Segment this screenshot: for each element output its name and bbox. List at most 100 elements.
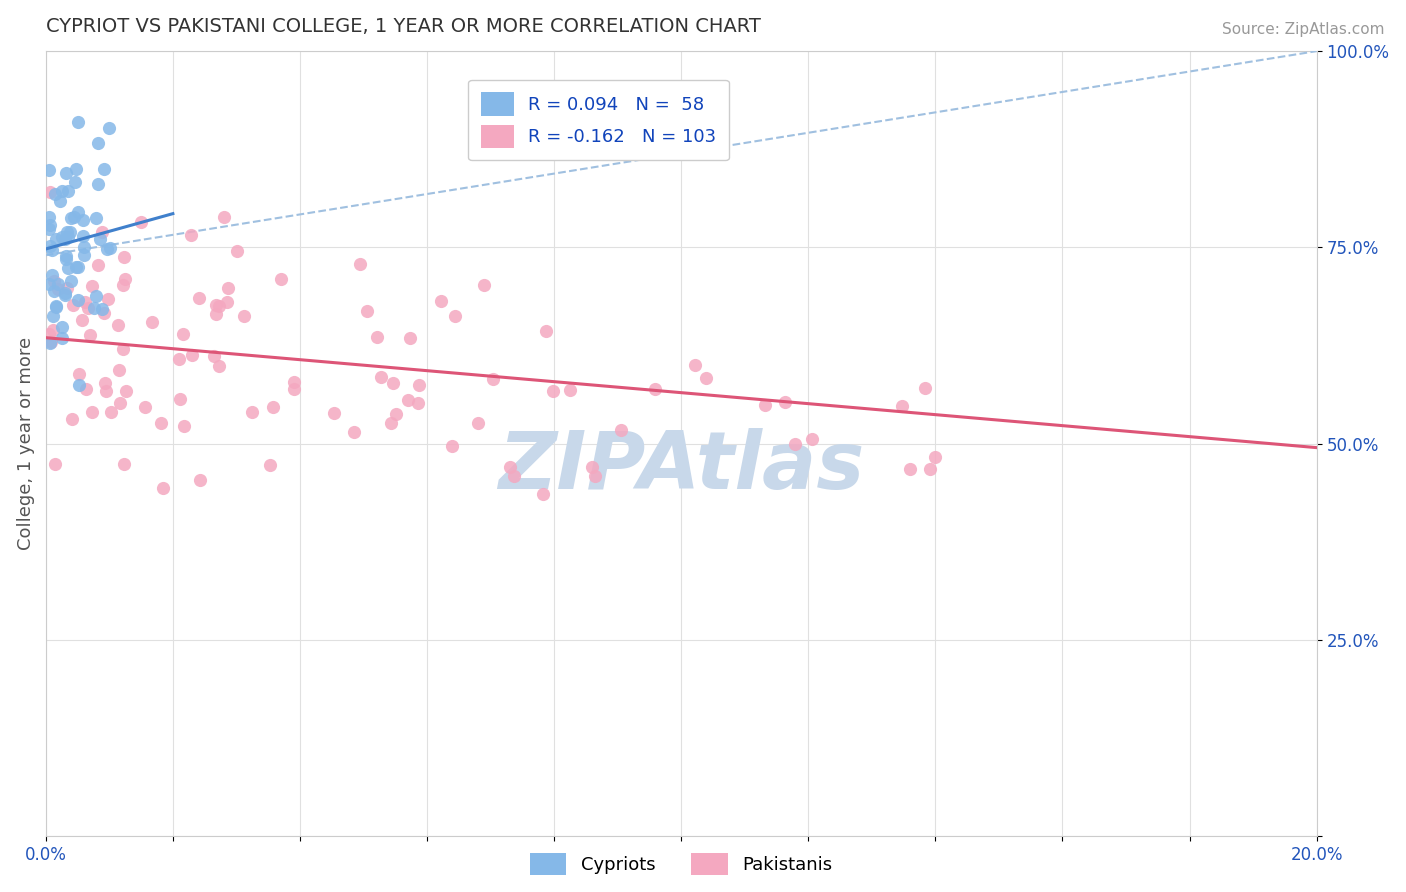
Point — [112, 457, 135, 471]
Point — [167, 352, 190, 367]
Point — [107, 363, 129, 377]
Point — [93, 306, 115, 320]
Point — [45, 299, 67, 313]
Point — [98, 241, 121, 255]
Point — [66, 115, 89, 129]
Point — [385, 407, 408, 421]
Point — [112, 343, 135, 357]
Point — [502, 469, 524, 483]
Point — [207, 359, 229, 373]
Point — [430, 293, 453, 308]
Point — [38, 239, 60, 253]
Point — [87, 177, 110, 191]
Point — [42, 284, 65, 298]
Point — [51, 230, 73, 244]
Point — [205, 298, 228, 312]
Point — [96, 242, 118, 256]
Point — [644, 382, 666, 396]
Point — [924, 450, 946, 464]
Point — [408, 395, 430, 409]
Point — [180, 227, 202, 242]
Point — [51, 184, 73, 198]
Point — [38, 222, 60, 236]
Point — [39, 218, 62, 232]
Point — [38, 162, 60, 177]
Point — [44, 186, 66, 201]
Point — [97, 120, 120, 135]
Point — [38, 186, 60, 200]
Point — [208, 300, 231, 314]
Point — [48, 277, 70, 291]
Point — [114, 271, 136, 285]
Point — [467, 417, 489, 431]
Text: CYPRIOT VS PAKISTANI COLLEGE, 1 YEAR OR MORE CORRELATION CHART: CYPRIOT VS PAKISTANI COLLEGE, 1 YEAR OR … — [46, 17, 761, 36]
Point — [583, 469, 606, 483]
Point — [482, 372, 505, 386]
Point — [86, 258, 108, 272]
Point — [72, 229, 94, 244]
Point — [55, 249, 77, 263]
Point — [56, 260, 79, 275]
Point — [53, 232, 76, 246]
Point — [531, 487, 554, 501]
Point — [66, 260, 89, 274]
Point — [150, 416, 173, 430]
Point — [141, 315, 163, 329]
Point — [55, 252, 77, 267]
Point — [169, 392, 191, 406]
Point — [232, 310, 254, 324]
Point — [399, 331, 422, 345]
Point — [38, 327, 60, 342]
Point — [558, 383, 581, 397]
Point — [46, 282, 69, 296]
Point — [45, 300, 67, 314]
Point — [172, 326, 194, 341]
Point — [366, 330, 388, 344]
Point — [472, 277, 495, 292]
Point — [217, 281, 239, 295]
Point — [773, 395, 796, 409]
Point — [44, 457, 66, 471]
Y-axis label: College, 1 year or more: College, 1 year or more — [17, 337, 35, 550]
Point — [381, 376, 404, 390]
Point — [60, 274, 83, 288]
Point — [67, 367, 90, 381]
Point — [914, 381, 936, 395]
Point — [581, 459, 603, 474]
Point — [898, 462, 921, 476]
Point — [79, 327, 101, 342]
Point — [75, 295, 97, 310]
Point — [205, 307, 228, 321]
Point — [77, 301, 100, 315]
Point — [39, 336, 62, 351]
Point — [41, 268, 63, 282]
Point — [62, 211, 84, 225]
Point — [97, 292, 120, 306]
Point — [108, 395, 131, 409]
Point — [188, 473, 211, 487]
Point — [259, 458, 281, 473]
Point — [152, 481, 174, 495]
Point — [45, 231, 67, 245]
Point — [370, 370, 392, 384]
Point — [356, 304, 378, 318]
Point — [695, 371, 717, 385]
Point — [56, 184, 79, 198]
Point — [56, 225, 79, 239]
Point — [683, 359, 706, 373]
Point — [72, 213, 94, 227]
Point — [73, 240, 96, 254]
Point — [240, 405, 263, 419]
Point — [41, 243, 63, 257]
Point — [75, 382, 97, 396]
Point — [187, 292, 209, 306]
Point — [51, 331, 73, 345]
Point — [541, 384, 564, 398]
Point — [82, 279, 104, 293]
Point — [58, 230, 80, 244]
Point — [100, 404, 122, 418]
Point — [173, 419, 195, 434]
Point — [270, 272, 292, 286]
Text: Source: ZipAtlas.com: Source: ZipAtlas.com — [1222, 22, 1385, 37]
Point — [67, 378, 90, 392]
